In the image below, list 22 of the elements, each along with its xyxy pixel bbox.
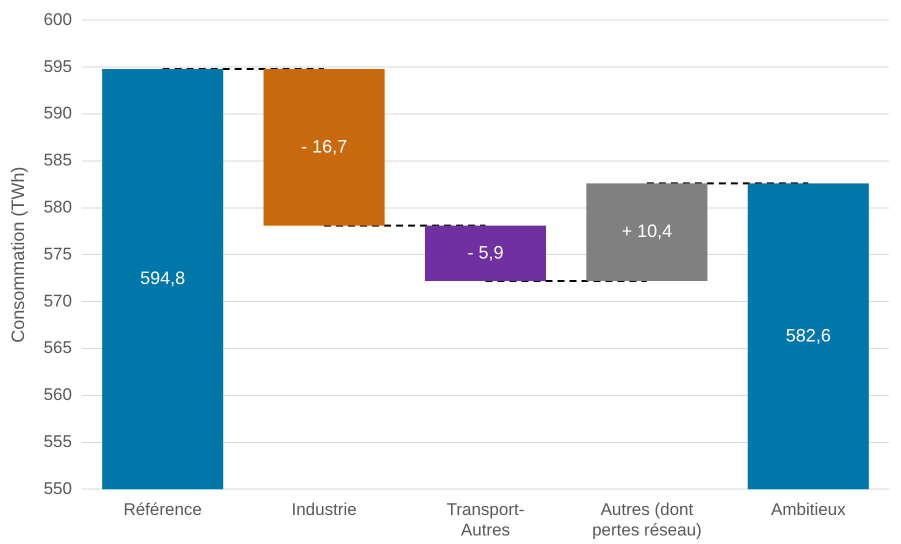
x-tick-label: Transport- Autres xyxy=(446,500,524,540)
data-label: 594,8 xyxy=(140,268,186,288)
y-tick-label: 580 xyxy=(44,197,72,216)
y-tick-label: 590 xyxy=(44,104,72,123)
y-tick-label: 575 xyxy=(44,244,72,264)
data-label: + 10,4 xyxy=(622,221,672,242)
y-tick-label: 600 xyxy=(44,10,72,29)
x-tick-label: Ambitieux xyxy=(770,500,846,520)
data-label: - 5,9 xyxy=(467,242,504,262)
y-tick-label: 585 xyxy=(44,150,72,170)
y-tick-label: 550 xyxy=(44,478,72,498)
y-tick-label: 560 xyxy=(44,385,72,404)
data-label: 582,6 xyxy=(786,325,831,346)
y-tick-label: 570 xyxy=(44,291,72,310)
x-tick-label: Industrie xyxy=(291,500,357,520)
x-tick-label: Référence xyxy=(123,500,202,520)
y-tick-label: 595 xyxy=(44,56,72,76)
y-axis-title: Consommation (TWh) xyxy=(8,166,28,343)
x-tick-label: Autres (dont pertes réseau) xyxy=(592,500,702,540)
y-tick-label: 555 xyxy=(44,432,72,451)
data-label: - 16,7 xyxy=(301,136,348,156)
y-tick-label: 565 xyxy=(44,338,72,358)
